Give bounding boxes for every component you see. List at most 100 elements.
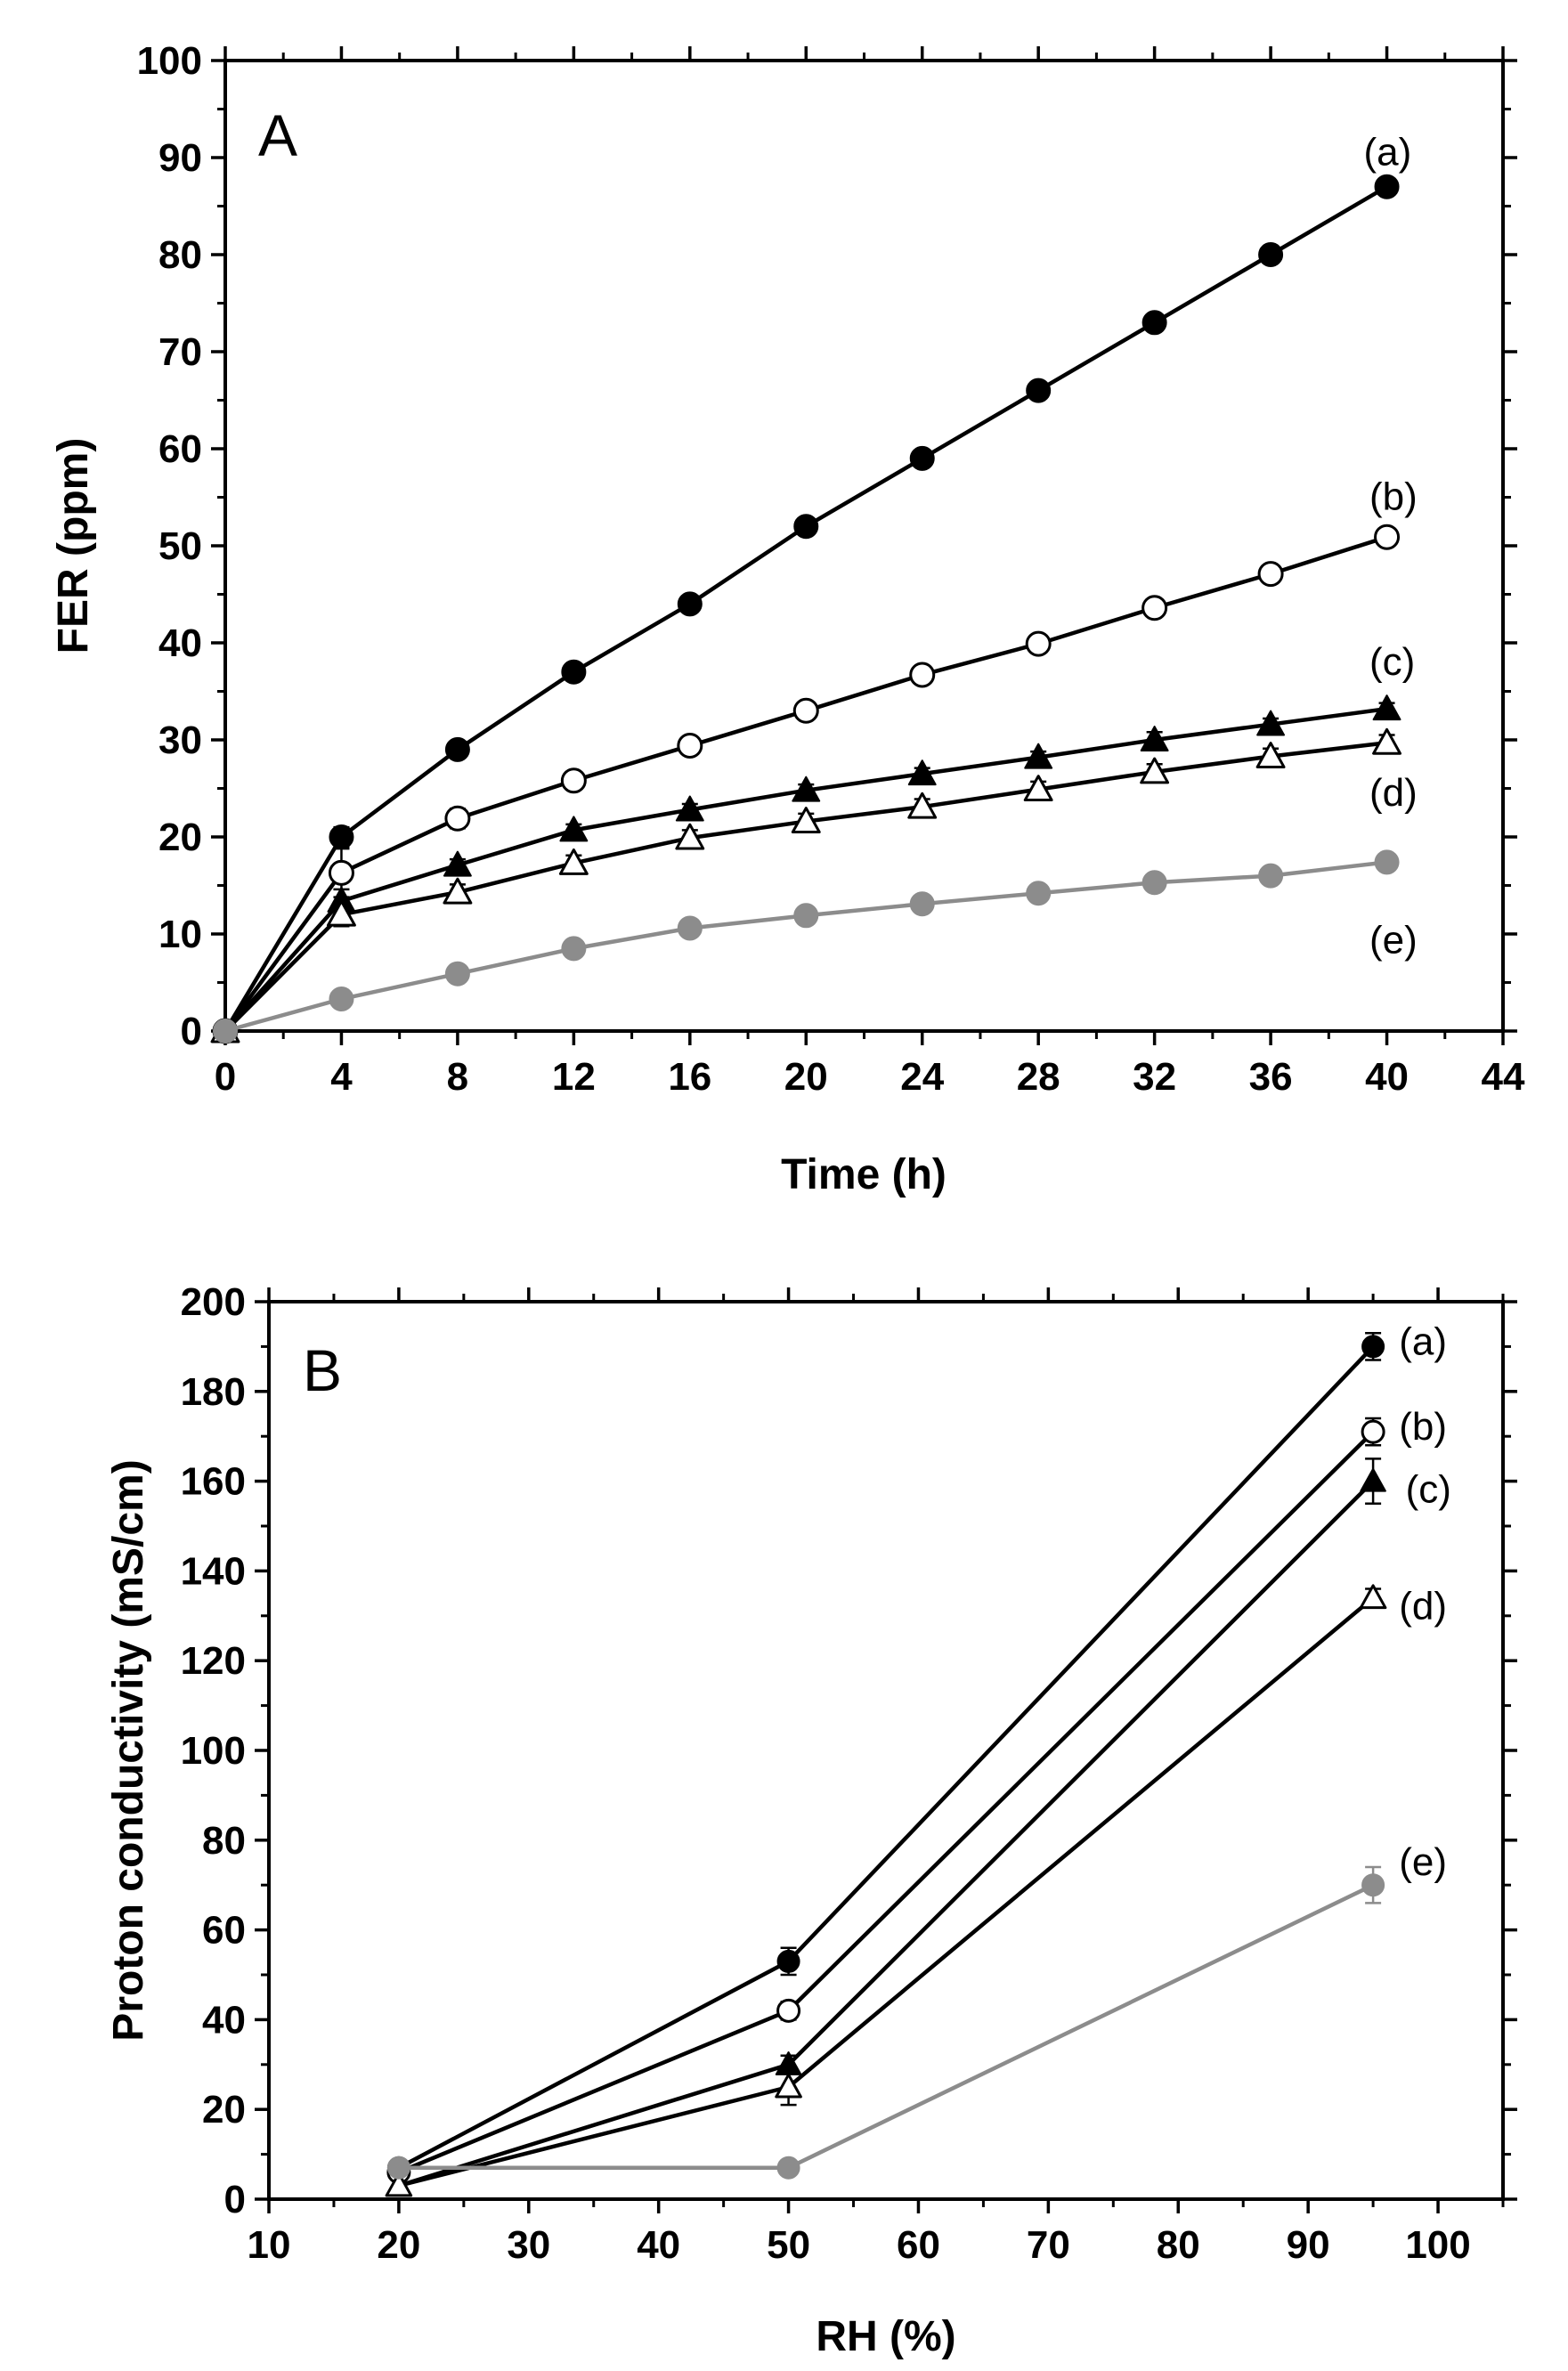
- chart-b-x-tick-label: 30: [507, 2223, 550, 2267]
- chart-a-series-c-point: [675, 795, 704, 822]
- chart-a-series-e-point: [1374, 849, 1400, 875]
- chart-a-series-a-point: [1374, 174, 1400, 199]
- chart-a-x-tick-label: 8: [447, 1055, 468, 1099]
- chart-a-series-label-b: (b): [1369, 475, 1418, 519]
- chart-b-x-tick-label: 20: [377, 2223, 420, 2267]
- chart-a-series-label-d: (d): [1369, 771, 1418, 815]
- chart-a-x-tick-label: 32: [1133, 1055, 1176, 1099]
- chart-a-series-d-point: [558, 848, 589, 875]
- chart-a-x-tick-label: 24: [900, 1055, 944, 1099]
- chart-a-series-c-point: [1256, 710, 1286, 736]
- chart-a-series-c-point: [792, 775, 821, 802]
- chart-b-series-label-a: (a): [1399, 1319, 1447, 1363]
- chart-a-series-b-point: [909, 662, 936, 688]
- chart-a-series: [210, 174, 1401, 1044]
- chart-b-series: [385, 1332, 1387, 2197]
- chart-a-y-tick-label: 40: [158, 621, 202, 665]
- chart-a-series-e-point: [444, 961, 470, 987]
- chart-a-ticks: 0 4 8 12 16 20 24 28 32 36 40 44 0 10 20 30 40 50 60 70 80 90…: [137, 39, 1525, 1099]
- chart-b: 10 20 30 40 50 60 70 80 90 100 0 20 40 60 80 100 120 140 1…: [105, 1280, 1517, 2360]
- chart-a-x-tick-label: 36: [1249, 1055, 1293, 1099]
- chart-b-y-tick-label: 100: [181, 1729, 246, 1773]
- chart-b-x-tick-label: 50: [767, 2223, 810, 2267]
- chart-b-x-tick-label: 100: [1405, 2223, 1470, 2267]
- chart-b-y-tick-label: 80: [202, 1819, 246, 1863]
- chart-a-series-c-point: [1140, 726, 1169, 751]
- chart-b-x-tick-label: 10: [248, 2223, 291, 2267]
- chart-a: 0 4 8 12 16 20 24 28 32 36 40 44 0 10 20 30 40 50 60 70 80 90…: [50, 39, 1525, 1198]
- chart-a-series-a-point: [677, 591, 703, 617]
- chart-a-series-a-point: [793, 514, 819, 540]
- chart-a-series-a-point: [329, 824, 354, 849]
- chart-a-series-e-point: [1141, 870, 1167, 896]
- chart-b-labels: (a) (b) (c) (d) (e): [1399, 1319, 1451, 1884]
- chart-b-y-tick-label: 120: [181, 1639, 246, 1683]
- chart-b-y-tick-label: 180: [181, 1370, 246, 1414]
- chart-a-series-d-point: [675, 823, 705, 850]
- chart-a-series-d-point: [1023, 775, 1053, 802]
- chart-b-series-d-point: [775, 2073, 802, 2099]
- chart-a-series-e-point: [561, 936, 587, 962]
- chart-a-series-c-point: [443, 850, 472, 877]
- chart-a-series-label-e: (e): [1369, 919, 1418, 962]
- chart-b-x-tick-label: 60: [897, 2223, 940, 2267]
- chart-a-y-tick-label: 20: [158, 816, 202, 859]
- chart-b-y-tick-label: 20: [202, 2088, 246, 2131]
- chart-a-x-axis-title: Time (h): [781, 1151, 946, 1198]
- chart-b-series-label-b: (b): [1399, 1405, 1447, 1449]
- chart-a-series-label-a: (a): [1363, 131, 1411, 175]
- chart-a-x-tick-label: 12: [552, 1055, 596, 1099]
- chart-a-series-e-point: [1026, 881, 1052, 906]
- chart-a-x-tick-label: 44: [1482, 1055, 1525, 1099]
- chart-b-x-axis-title: RH (%): [816, 2313, 955, 2360]
- chart-b-x-tick-label: 70: [1027, 2223, 1070, 2267]
- chart-b-series-d-point: [385, 2172, 413, 2197]
- chart-a-series-a-point: [444, 736, 470, 762]
- chart-a-x-tick-label: 20: [784, 1055, 828, 1099]
- chart-a-series-e-point: [677, 915, 703, 941]
- chart-a-series-d-point: [1255, 742, 1286, 768]
- chart-a-series-b-point: [792, 697, 819, 724]
- chart-b-y-axis-title: Proton conductivity (mS/cm): [105, 1459, 152, 2041]
- chart-b-x-tick-label: 80: [1157, 2223, 1200, 2267]
- chart-b-y-tick-label: 0: [224, 2178, 246, 2221]
- chart-a-series-d-point: [1372, 727, 1401, 755]
- chart-a-y-tick-label: 90: [158, 136, 202, 180]
- chart-b-x-tick-label: 90: [1287, 2223, 1330, 2267]
- chart-a-series-e-point: [329, 987, 354, 1012]
- chart-a-series-a-point: [1258, 242, 1284, 267]
- chart-a-x-tick-label: 4: [330, 1055, 353, 1099]
- chart-b-series-e-point: [386, 2156, 410, 2180]
- chart-a-y-tick-label: 80: [158, 233, 202, 277]
- chart-a-series-label-c: (c): [1369, 640, 1415, 684]
- chart-a-y-tick-label: 0: [181, 1010, 202, 1053]
- chart-a-y-axis-title: FER (ppm): [50, 438, 97, 654]
- chart-a-series-a-point: [1141, 310, 1167, 336]
- chart-a-series-b-point: [328, 859, 354, 886]
- chart-b-series-label-d: (d): [1399, 1585, 1447, 1628]
- chart-a-series-d-point: [327, 899, 356, 927]
- chart-b-series-e-point: [1361, 1873, 1385, 1897]
- chart-a-y-tick-label: 30: [158, 719, 202, 762]
- chart-a-y-tick-label: 50: [158, 524, 202, 568]
- chart-b-series-b-point: [1361, 1419, 1385, 1444]
- chart-b-panel-letter: B: [303, 1337, 342, 1403]
- chart-a-y-tick-label: 60: [158, 427, 202, 471]
- chart-a-series-b-point: [677, 733, 703, 759]
- chart-a-series-d-point: [791, 807, 821, 834]
- chart-b-series-a-point: [776, 1949, 800, 1973]
- chart-a-series-a-point: [909, 445, 935, 471]
- chart-a-series-b-point: [560, 767, 587, 794]
- chart-a-series-b-point: [444, 805, 471, 832]
- chart-b-series-d-point: [1359, 1584, 1387, 1610]
- chart-a-x-tick-label: 40: [1365, 1055, 1409, 1099]
- chart-b-x-tick-label: 40: [637, 2223, 680, 2267]
- chart-a-series-b-point: [1025, 630, 1052, 657]
- chart-b-series-a-point: [1361, 1335, 1385, 1359]
- chart-b-series-e-point: [776, 2156, 800, 2180]
- chart-a-x-tick-label: 0: [215, 1055, 236, 1099]
- chart-a-series-a-point: [561, 659, 587, 685]
- chart-a-series-b-point: [1374, 524, 1401, 550]
- chart-b-series-label-e: (e): [1399, 1840, 1447, 1884]
